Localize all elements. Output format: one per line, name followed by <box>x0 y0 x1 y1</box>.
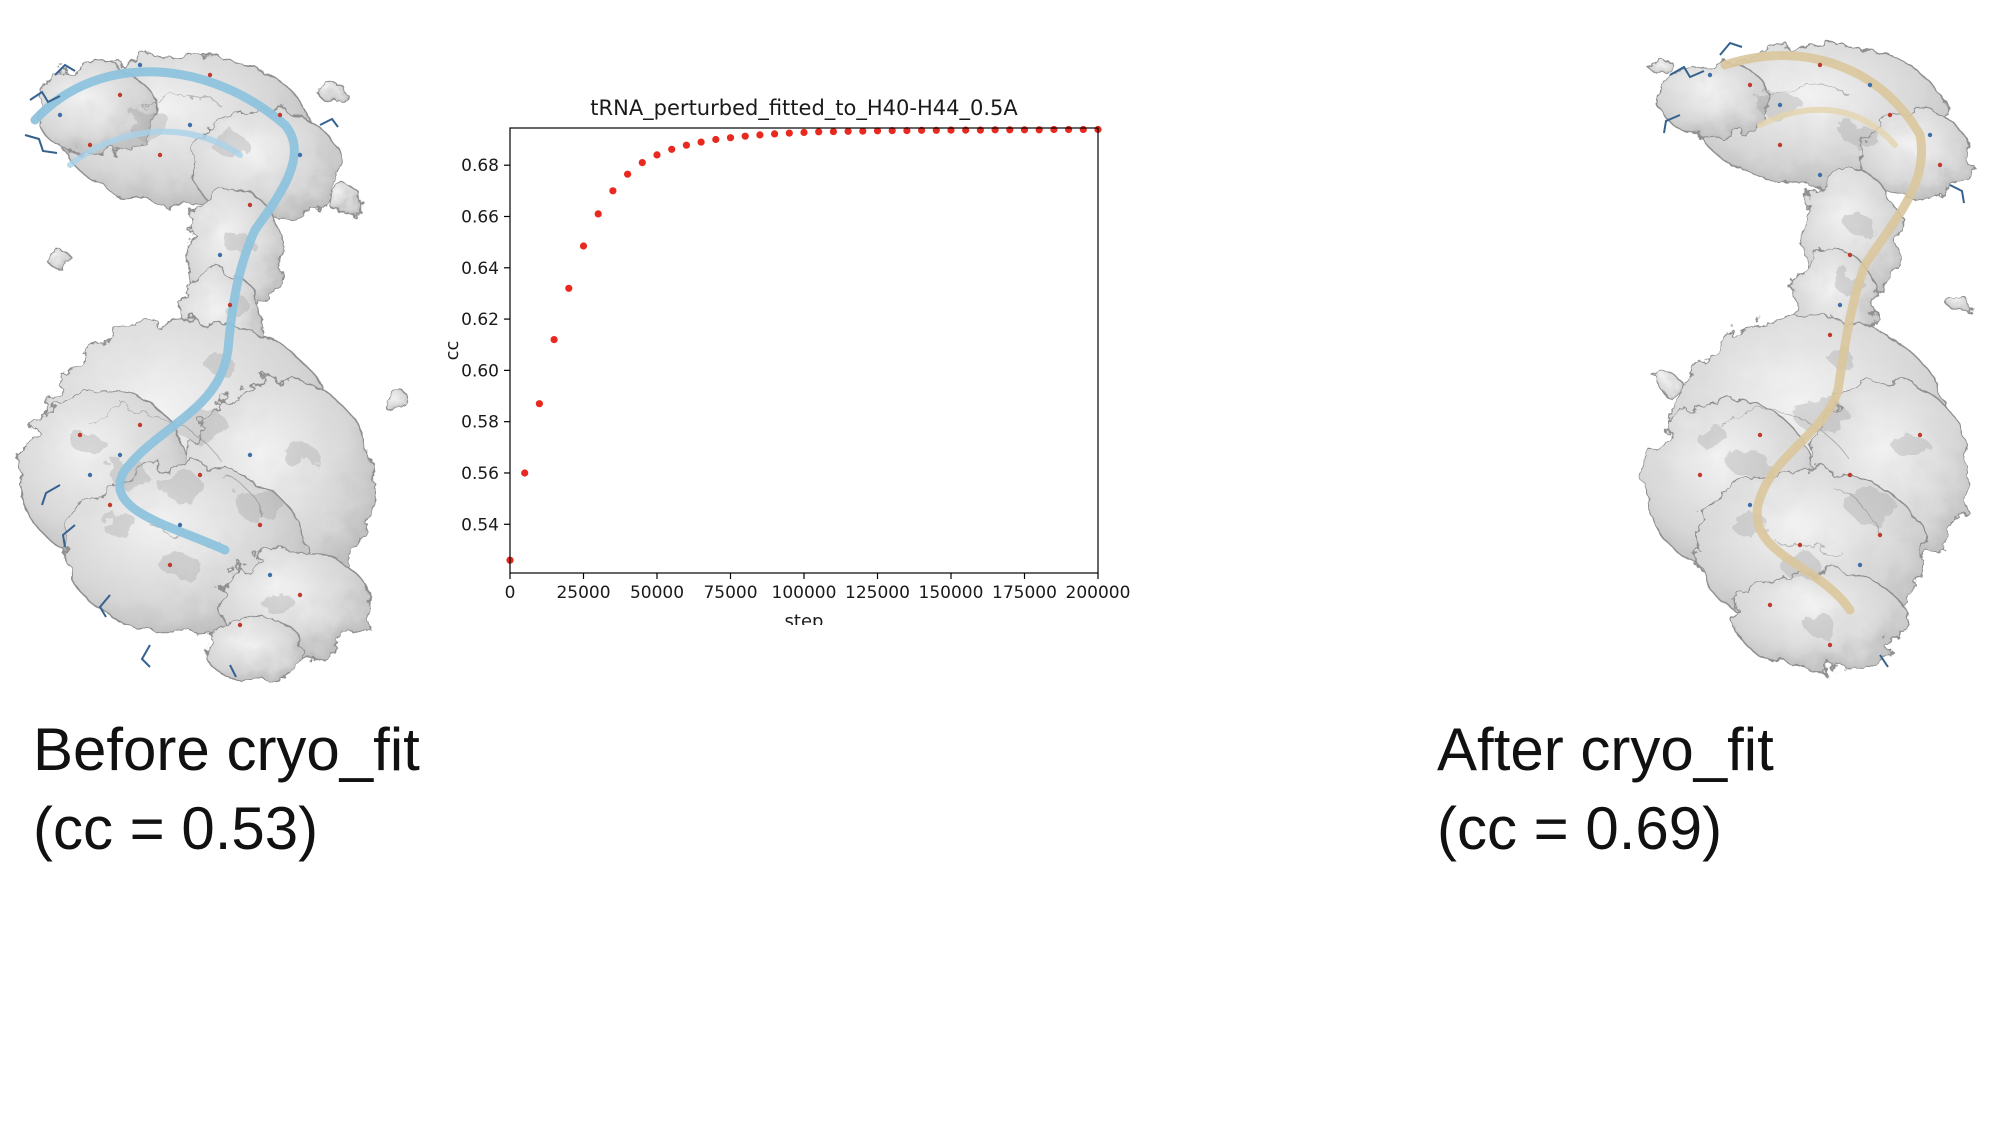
y-axis-label: cc <box>442 341 463 361</box>
y-tick-label: 0.62 <box>461 310 499 330</box>
after-caption: After cryo_fit (cc = 0.69) <box>1437 710 1774 868</box>
after-caption-line2: (cc = 0.69) <box>1437 795 1723 863</box>
x-tick-label: 50000 <box>630 583 684 603</box>
before-caption-line1: Before cryo_fit <box>33 716 420 783</box>
x-tick-label: 100000 <box>772 583 837 603</box>
x-tick-label: 200000 <box>1066 583 1131 603</box>
y-tick-label: 0.60 <box>461 361 499 381</box>
after-model-ribbon <box>1663 41 1965 668</box>
x-tick-label: 125000 <box>845 583 910 603</box>
scatter-points <box>506 125 1102 564</box>
x-tick-label: 150000 <box>919 583 984 603</box>
before-model-ribbon <box>24 62 339 678</box>
x-tick-label: 0 <box>505 583 516 603</box>
x-axis-label: step <box>785 611 824 625</box>
x-tick-label: 175000 <box>992 583 1057 603</box>
after-structure-image <box>1644 41 1971 671</box>
y-tick-label: 0.68 <box>461 156 499 176</box>
y-tick-label: 0.64 <box>461 259 499 279</box>
after-density-map <box>1644 44 1971 671</box>
before-caption: Before cryo_fit (cc = 0.53) <box>33 710 420 868</box>
after-caption-line1: After cryo_fit <box>1437 716 1774 783</box>
x-tick-label: 75000 <box>703 583 757 603</box>
y-tick-label: 0.58 <box>461 413 499 433</box>
before-caption-line2: (cc = 0.53) <box>33 795 319 863</box>
axis-ticks <box>504 164 1099 579</box>
chart-title: tRNA_perturbed_fitted_to_H40-H44_0.5A <box>590 96 1018 121</box>
y-tick-label: 0.66 <box>461 207 499 227</box>
y-tick-label: 0.54 <box>461 515 499 535</box>
before-density-map <box>19 54 410 683</box>
before-structure-image <box>19 54 410 683</box>
cc-vs-step-chart: 0 25000 50000 75000 100000 125000 150000 175000… <box>442 96 1131 625</box>
plot-box <box>509 127 1099 574</box>
x-tick-label: 25000 <box>556 583 610 603</box>
y-tick-label: 0.56 <box>461 464 499 484</box>
